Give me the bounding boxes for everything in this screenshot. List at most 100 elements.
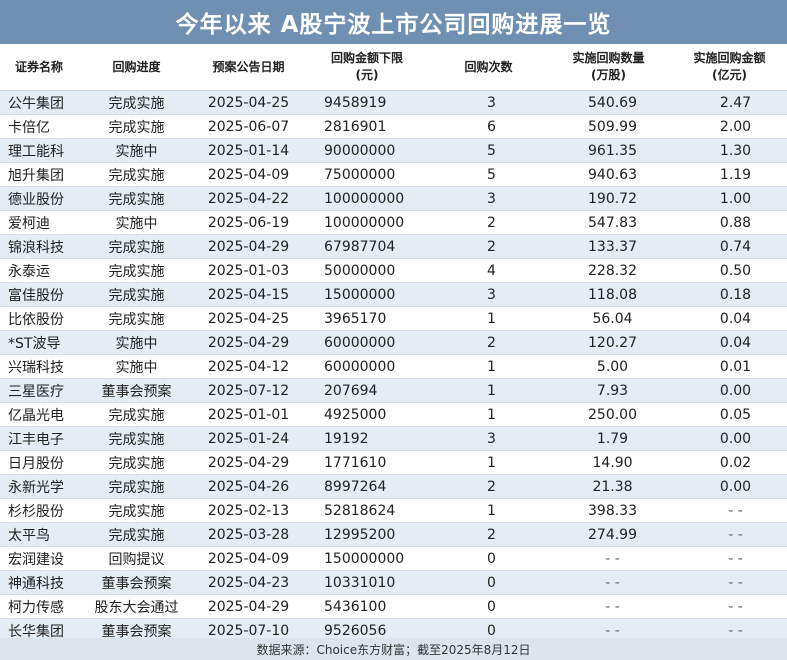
cell-count: 0	[432, 570, 545, 595]
cell-qty: 228.32	[545, 258, 672, 283]
cell-date: 2025-04-12	[195, 354, 302, 379]
cell-name: *ST波导	[0, 330, 78, 355]
table-row: 比依股份 完成实施 2025-04-25 3965170 1 56.04 0.04	[0, 306, 787, 331]
cell-qty: 540.69	[545, 90, 672, 115]
cell-qty: 21.38	[545, 474, 672, 499]
cell-date: 2025-04-29	[195, 594, 302, 619]
table-body: 公牛集团 完成实施 2025-04-25 9458919 3 540.69 2.47 卡倍亿完…	[0, 90, 787, 643]
cell-date: 2025-01-01	[195, 402, 302, 427]
cell-date: 2025-06-07	[195, 114, 302, 139]
cell-val: 0.74	[672, 234, 787, 259]
cell-count: 1	[432, 450, 545, 475]
table-row: 永泰运 完成实施 2025-01-03 50000000 4 228.32 0.50	[0, 258, 787, 283]
cell-count: 3	[432, 186, 545, 211]
cell-amount: 12995200	[302, 522, 432, 547]
cell-val: 0.01	[672, 354, 787, 379]
cell-count: 2	[432, 234, 545, 259]
cell-progress: 股东大会通过	[78, 594, 195, 619]
table-row: 爱柯迪 实施中 2025-06-19 100000000 2 547.83 0.88	[0, 210, 787, 235]
cell-date: 2025-04-26	[195, 474, 302, 499]
cell-progress: 完成实施	[78, 450, 195, 475]
cell-date: 2025-07-12	[195, 378, 302, 403]
cell-val: 0.00	[672, 426, 787, 451]
buyback-table: 证券名称 回购进度 预案公告日期 回购金额下限 (元) 回购次数 实施回购数量 …	[0, 44, 787, 643]
cell-qty: - -	[545, 546, 672, 571]
cell-val: 1.30	[672, 138, 787, 163]
cell-val: - -	[672, 522, 787, 547]
table-row: 江丰电子 完成实施 2025-01-24 19192 3 1.79 0.00	[0, 426, 787, 451]
cell-val: 1.00	[672, 186, 787, 211]
cell-amount: 10331010	[302, 570, 432, 595]
cell-amount: 100000000	[302, 210, 432, 235]
cell-date: 2025-03-28	[195, 522, 302, 547]
table-row: 兴瑞科技 实施中 2025-04-12 60000000 1 5.00 0.01	[0, 354, 787, 379]
cell-amount: 100000000	[302, 186, 432, 211]
cell-name: 宏润建设	[0, 546, 78, 571]
cell-name: 德业股份	[0, 186, 78, 211]
header-qty-line1: 实施回购数量	[572, 51, 645, 65]
cell-progress: 实施中	[78, 210, 195, 235]
cell-name: 公牛集团	[0, 90, 78, 115]
header-amount-line2: (元)	[355, 68, 379, 82]
header-val-line1: 实施回购金额	[693, 51, 766, 65]
cell-val: - -	[672, 498, 787, 523]
cell-date: 2025-04-25	[195, 90, 302, 115]
cell-progress: 完成实施	[78, 306, 195, 331]
table-row: 三星医疗 董事会预案 2025-07-12 207694 1 7.93 0.00	[0, 378, 787, 403]
cell-name: 卡倍亿	[0, 114, 78, 139]
cell-count: 5	[432, 138, 545, 163]
table-row: 永新光学 完成实施 2025-04-26 8997264 2 21.38 0.00	[0, 474, 787, 499]
header-progress: 回购进度	[78, 44, 195, 91]
table-row: 德业股份 完成实施 2025-04-22 100000000 3 190.72 1.00	[0, 186, 787, 211]
cell-name: 三星医疗	[0, 378, 78, 403]
cell-qty: 14.90	[545, 450, 672, 475]
cell-name: 兴瑞科技	[0, 354, 78, 379]
cell-progress: 完成实施	[78, 90, 195, 115]
table-row: 神通科技 董事会预案 2025-04-23 10331010 0- -- -	[0, 570, 787, 595]
cell-name: 永新光学	[0, 474, 78, 499]
page-title: 今年以来 A股宁波上市公司回购进展一览	[0, 0, 787, 44]
cell-amount: 9458919	[302, 90, 432, 115]
cell-date: 2025-04-09	[195, 546, 302, 571]
cell-count: 0	[432, 594, 545, 619]
header-count: 回购次数	[432, 44, 545, 91]
cell-count: 0	[432, 546, 545, 571]
header-amount: 回购金额下限 (元)	[302, 44, 432, 91]
cell-amount: 60000000	[302, 354, 432, 379]
cell-qty: 56.04	[545, 306, 672, 331]
table-header: 证券名称 回购进度 预案公告日期 回购金额下限 (元) 回购次数 实施回购数量 …	[0, 44, 787, 91]
cell-val: 0.04	[672, 306, 787, 331]
cell-amount: 8997264	[302, 474, 432, 499]
cell-val: 0.88	[672, 210, 787, 235]
cell-count: 1	[432, 306, 545, 331]
cell-date: 2025-04-15	[195, 282, 302, 307]
cell-count: 2	[432, 522, 545, 547]
cell-qty: 940.63	[545, 162, 672, 187]
cell-count: 3	[432, 426, 545, 451]
source-note: 数据来源：Choice东方财富；截至2025年8月12日	[0, 638, 787, 660]
cell-date: 2025-04-25	[195, 306, 302, 331]
cell-date: 2025-01-03	[195, 258, 302, 283]
table-row: 日月股份 完成实施 2025-04-29 1771610 1 14.90 0.02	[0, 450, 787, 475]
cell-name: 旭升集团	[0, 162, 78, 187]
cell-count: 1	[432, 498, 545, 523]
cell-name: 神通科技	[0, 570, 78, 595]
cell-amount: 15000000	[302, 282, 432, 307]
cell-date: 2025-04-29	[195, 450, 302, 475]
cell-qty: - -	[545, 570, 672, 595]
cell-qty: 250.00	[545, 402, 672, 427]
cell-qty: 120.27	[545, 330, 672, 355]
cell-qty: 509.99	[545, 114, 672, 139]
table-row: 太平鸟 完成实施 2025-03-28 12995200 2 274.99- -	[0, 522, 787, 547]
cell-date: 2025-01-14	[195, 138, 302, 163]
cell-progress: 实施中	[78, 330, 195, 355]
cell-count: 3	[432, 282, 545, 307]
table-row: 旭升集团 完成实施 2025-04-09 75000000 5 940.63 1.19	[0, 162, 787, 187]
cell-amount: 1771610	[302, 450, 432, 475]
cell-progress: 董事会预案	[78, 570, 195, 595]
table-row: 杉杉股份 完成实施 2025-02-13 52818624 1 398.33- -	[0, 498, 787, 523]
cell-amount: 19192	[302, 426, 432, 451]
cell-progress: 董事会预案	[78, 378, 195, 403]
cell-count: 1	[432, 378, 545, 403]
